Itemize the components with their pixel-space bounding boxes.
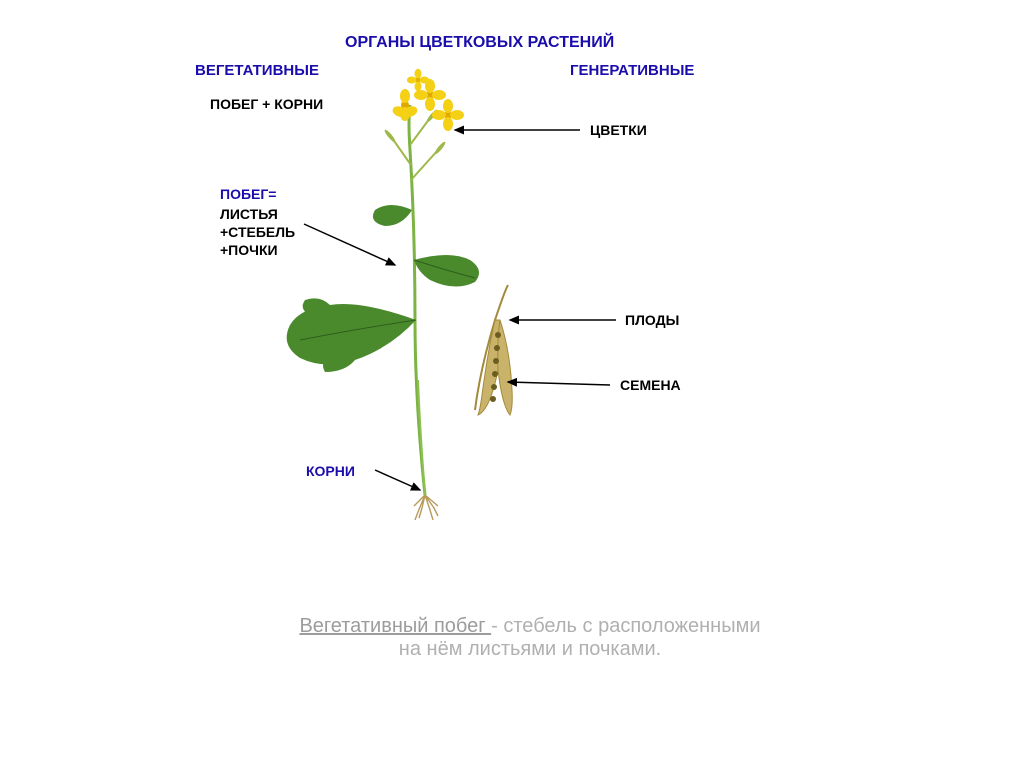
- diagram-canvas: ОРГАНЫ ЦВЕТКОВЫХ РАСТЕНИЙ ВЕГЕТАТИВНЫЕ Г…: [0, 0, 1024, 767]
- label-shoot-equals: ПОБЕГ=: [220, 186, 276, 202]
- caption-line2: на нём листьями и почками.: [399, 638, 661, 660]
- label-shoot-plus-roots: ПОБЕГ + КОРНИ: [210, 96, 323, 112]
- main-title: ОРГАНЫ ЦВЕТКОВЫХ РАСТЕНИЙ: [345, 34, 614, 52]
- label-fruits: ПЛОДЫ: [625, 312, 679, 328]
- subtitle-vegetative: ВЕГЕТАТИВНЫЕ: [195, 62, 319, 79]
- caption-definition: Вегетативный побег - стебель с расположе…: [250, 615, 810, 661]
- label-seeds: СЕМЕНА: [620, 377, 681, 393]
- label-roots: КОРНИ: [306, 463, 355, 479]
- caption-line1-rest: - стебель с расположенными: [491, 615, 760, 637]
- subtitle-generative: ГЕНЕРАТИВНЫЕ: [570, 62, 694, 79]
- caption-term: Вегетативный побег: [299, 615, 491, 637]
- label-shoot-parts: ЛИСТЬЯ +СТЕБЕЛЬ +ПОЧКИ: [220, 205, 295, 259]
- label-flowers: ЦВЕТКИ: [590, 122, 647, 138]
